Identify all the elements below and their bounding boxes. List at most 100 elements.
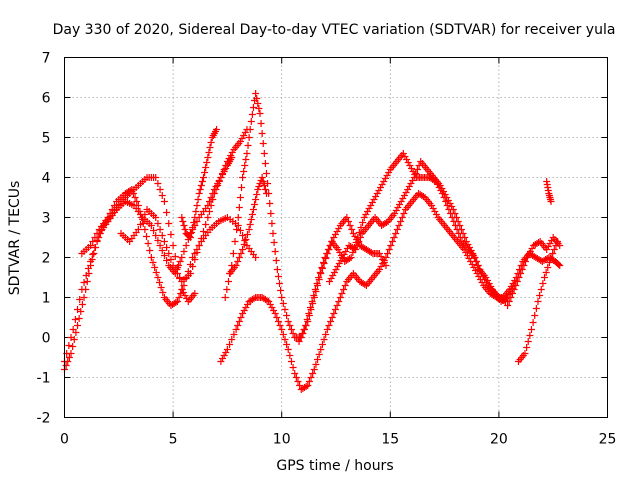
data-point xyxy=(343,214,351,221)
data-point xyxy=(312,361,320,368)
data-point xyxy=(242,304,250,311)
data-point xyxy=(440,188,448,195)
data-point xyxy=(333,302,341,309)
data-point xyxy=(152,214,160,221)
data-point xyxy=(346,222,354,229)
data-point xyxy=(309,370,317,377)
data-point xyxy=(234,322,242,329)
data-point xyxy=(322,331,330,338)
data-point xyxy=(193,218,201,225)
data-point xyxy=(264,180,272,187)
data-point xyxy=(265,298,273,305)
data-point xyxy=(413,166,421,173)
data-point xyxy=(329,272,337,279)
data-point xyxy=(154,220,162,227)
data-point xyxy=(266,301,274,308)
data-point xyxy=(259,140,267,147)
data-point xyxy=(512,282,520,289)
data-point xyxy=(255,105,263,112)
data-point xyxy=(550,246,558,253)
x-axis-label: GPS time / hours xyxy=(276,458,393,474)
data-point xyxy=(62,362,70,369)
data-point xyxy=(156,242,164,249)
data-point xyxy=(188,229,196,236)
data-point xyxy=(403,156,411,163)
data-point xyxy=(175,294,183,301)
data-point xyxy=(466,244,474,251)
data-point xyxy=(65,342,73,349)
data-point xyxy=(398,214,406,221)
data-point xyxy=(150,227,158,234)
data-point xyxy=(250,295,258,302)
data-point xyxy=(520,262,528,269)
data-point xyxy=(265,190,273,197)
data-point xyxy=(205,208,213,215)
data-point xyxy=(352,246,360,253)
data-point xyxy=(173,298,181,305)
data-point xyxy=(227,152,235,159)
data-point xyxy=(156,279,164,286)
series-arc-11 xyxy=(504,234,564,309)
data-point xyxy=(83,278,91,285)
data-point xyxy=(179,218,187,225)
data-point xyxy=(406,162,414,169)
data-point xyxy=(274,273,282,280)
data-point xyxy=(518,266,526,273)
data-point xyxy=(210,190,218,197)
data-point xyxy=(169,262,177,269)
data-point xyxy=(500,297,508,304)
data-point xyxy=(262,170,270,177)
data-point xyxy=(259,178,267,185)
data-point xyxy=(266,200,274,207)
data-point xyxy=(270,239,278,246)
data-point xyxy=(337,257,345,264)
data-point xyxy=(350,245,358,252)
data-point xyxy=(387,242,395,249)
data-point xyxy=(526,248,534,255)
data-point xyxy=(303,316,311,323)
data-point xyxy=(129,190,137,197)
data-point xyxy=(555,261,563,268)
plot-frame xyxy=(64,57,608,418)
data-point xyxy=(180,282,188,289)
data-point xyxy=(405,183,413,190)
data-point xyxy=(244,142,252,149)
data-point xyxy=(451,210,459,217)
y-tick-label: 7 xyxy=(42,51,51,67)
data-point xyxy=(529,319,537,326)
data-point xyxy=(349,230,357,237)
data-point xyxy=(342,248,350,255)
data-point xyxy=(472,267,480,274)
data-point xyxy=(221,294,229,301)
data-point xyxy=(154,237,162,244)
data-point xyxy=(243,150,251,157)
series-arc-13 xyxy=(543,178,555,205)
data-point xyxy=(367,249,375,256)
data-point xyxy=(505,298,513,305)
data-point xyxy=(507,294,515,301)
data-point xyxy=(176,274,184,281)
data-point xyxy=(375,266,383,273)
data-point xyxy=(396,201,404,208)
data-point xyxy=(320,336,328,343)
data-point xyxy=(289,330,297,337)
data-point xyxy=(457,226,465,233)
data-point xyxy=(160,198,168,205)
data-point xyxy=(167,231,175,238)
data-point xyxy=(482,274,490,281)
data-point xyxy=(215,178,223,185)
data-point xyxy=(537,286,545,293)
data-point xyxy=(353,242,361,249)
data-point xyxy=(320,259,328,266)
data-point xyxy=(454,218,462,225)
data-point xyxy=(359,219,367,226)
data-point xyxy=(474,262,482,269)
data-point xyxy=(381,175,389,182)
data-point xyxy=(156,186,164,193)
data-point xyxy=(213,126,221,133)
data-point xyxy=(195,242,203,249)
data-point xyxy=(399,150,407,157)
data-point xyxy=(392,230,400,237)
data-point xyxy=(228,149,236,156)
data-point xyxy=(191,256,199,263)
